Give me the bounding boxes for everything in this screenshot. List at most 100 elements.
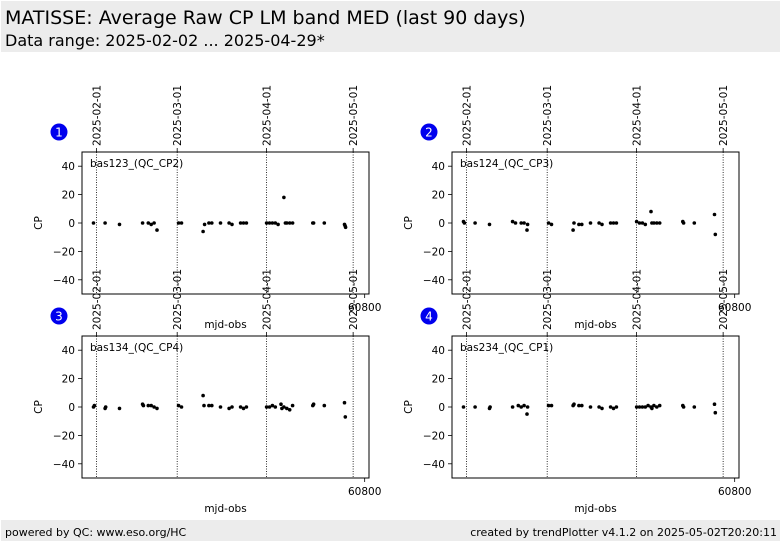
plot-1-y-tick-label: −40 <box>53 275 75 287</box>
plot-2-data-point <box>577 222 581 227</box>
plot-1-badge-number: 1 <box>55 126 63 140</box>
plot-3-date-tick-label: 2025-05-01 <box>348 269 360 330</box>
plot-3-data-point <box>273 405 278 409</box>
plot-2-data-point <box>657 221 662 225</box>
plot-1-data-point <box>230 222 234 227</box>
plot-3-data-point <box>202 403 206 408</box>
plot-2-data-point <box>462 221 467 225</box>
plot-1-data-point <box>241 221 246 225</box>
plot-2-y-tick-label: −40 <box>423 275 445 287</box>
plot-4-data-point <box>650 406 654 411</box>
plot-2-data-point <box>597 221 601 225</box>
plot-4-y-tick-label: 20 <box>432 374 445 386</box>
plot-4-data-point <box>657 403 662 408</box>
plot-3-data-point <box>201 393 205 398</box>
plot-4-data-point <box>692 405 697 409</box>
plot-3-data-point <box>279 402 283 407</box>
plot-4-data-point <box>588 405 593 409</box>
plot-3-data-point <box>146 403 151 408</box>
plot-3-data-point <box>149 403 153 408</box>
plot-1-data-point <box>264 221 269 225</box>
plot-3-y-tick-label: 40 <box>62 345 75 357</box>
plot-4-data-point <box>519 405 523 409</box>
plot-4-y-tick-label: 0 <box>438 402 445 414</box>
plot-1-data-point <box>146 221 151 225</box>
plot-3-data-point <box>267 405 272 409</box>
plot-1-data-point <box>285 221 289 225</box>
page-footer: powered by QC: www.eso.org/HC created by… <box>1 520 780 541</box>
plot-2-data-point <box>513 221 518 225</box>
plot-1-data-point <box>210 221 214 225</box>
plot-3-data-point <box>270 403 275 408</box>
plot-2-badge <box>420 123 438 141</box>
plot-4-series-label: bas234_(QC_CP1) <box>460 342 553 354</box>
plot-3-data-point <box>176 403 181 408</box>
plot-2-data-point <box>522 221 526 225</box>
plot-1-data-point <box>218 221 223 225</box>
plot-3-data-point <box>117 406 122 411</box>
plot-2-data-point <box>572 221 576 225</box>
plot-1-data-point <box>244 221 249 225</box>
plot-2-data-point <box>588 221 593 225</box>
plot-3-data-point <box>210 403 214 408</box>
plot-2-date-tick-label: 2025-02-01 <box>461 85 473 146</box>
plot-2-data-point <box>580 222 584 227</box>
plot-1-data-point <box>176 221 181 225</box>
plot-3-date-tick-label: 2025-04-01 <box>262 269 274 330</box>
plot-4-y-tick-label: −20 <box>423 430 445 442</box>
plot-4-data-point <box>549 403 554 408</box>
plot-1-data-point <box>322 221 327 225</box>
plot-4-date-tick-label: 2025-03-01 <box>542 269 554 330</box>
plot-2-data-point <box>546 221 551 225</box>
plot-3-y-tick-label: −20 <box>53 430 75 442</box>
plot-4-data-point <box>646 403 650 408</box>
plot-3-data-point <box>207 403 211 408</box>
page-title: MATISSE: Average Raw CP LM band MED (las… <box>5 7 526 29</box>
plot-2-data-point <box>652 221 656 225</box>
plot-4-date-tick-label: 2025-04-01 <box>632 269 644 330</box>
plot-4-y-axis-label: CP <box>403 400 415 414</box>
plot-1-data-point <box>103 221 107 225</box>
plot-4-data-point <box>640 405 645 409</box>
plot-3-badge-number: 3 <box>55 310 63 324</box>
plot-3-data-point <box>241 406 246 411</box>
plot-2-y-tick-label: 0 <box>438 218 445 230</box>
plot-4-data-point <box>572 402 576 407</box>
plot-3-badge <box>50 307 68 325</box>
plot-1-data-point <box>140 221 145 225</box>
plot-4-data-point <box>546 403 551 408</box>
plot-3-data-point <box>218 405 223 409</box>
plot-4-data-point <box>461 405 466 409</box>
plot-4-data-point <box>712 402 717 407</box>
plot-3-y-tick-label: 20 <box>62 374 75 386</box>
plot-4-data-point <box>525 405 530 409</box>
plot-3-data-point <box>244 405 249 409</box>
plot-1-data-point <box>202 222 207 227</box>
plot-2-data-point <box>519 221 523 225</box>
plot-1-data-point <box>179 221 184 225</box>
plot-4-data-point <box>577 403 581 408</box>
plot-3-data-point <box>311 402 316 407</box>
plot-1-data-point <box>91 221 96 225</box>
plot-3-data-point <box>103 405 108 409</box>
plot-3-data-point <box>285 406 289 411</box>
plot-2-data-point <box>571 228 575 232</box>
plot-3-data-point <box>322 403 327 408</box>
plot-1-data-point <box>227 221 231 225</box>
plot-4-x-tick-label: 60800 <box>718 486 751 498</box>
plot-3-data-point <box>155 406 159 411</box>
plot-2-date-tick-label: 2025-04-01 <box>632 85 644 146</box>
plot-4-data-point <box>655 405 659 409</box>
plot-2-data-point <box>649 209 653 214</box>
plot-4-badge <box>420 307 438 325</box>
plot-2-y-tick-label: 20 <box>432 190 445 202</box>
plot-1-data-point <box>282 195 286 200</box>
plot-1-data-point <box>276 222 280 227</box>
plot-2-data-point <box>634 219 639 224</box>
plot-4-x-axis-label: mjd-obs <box>574 503 616 515</box>
plot-3-data-point <box>230 405 234 409</box>
plot-3-data-point <box>227 406 231 411</box>
plot-2-series-label: bas124_(QC_CP3) <box>460 158 553 170</box>
plot-3-data-point <box>264 405 269 409</box>
